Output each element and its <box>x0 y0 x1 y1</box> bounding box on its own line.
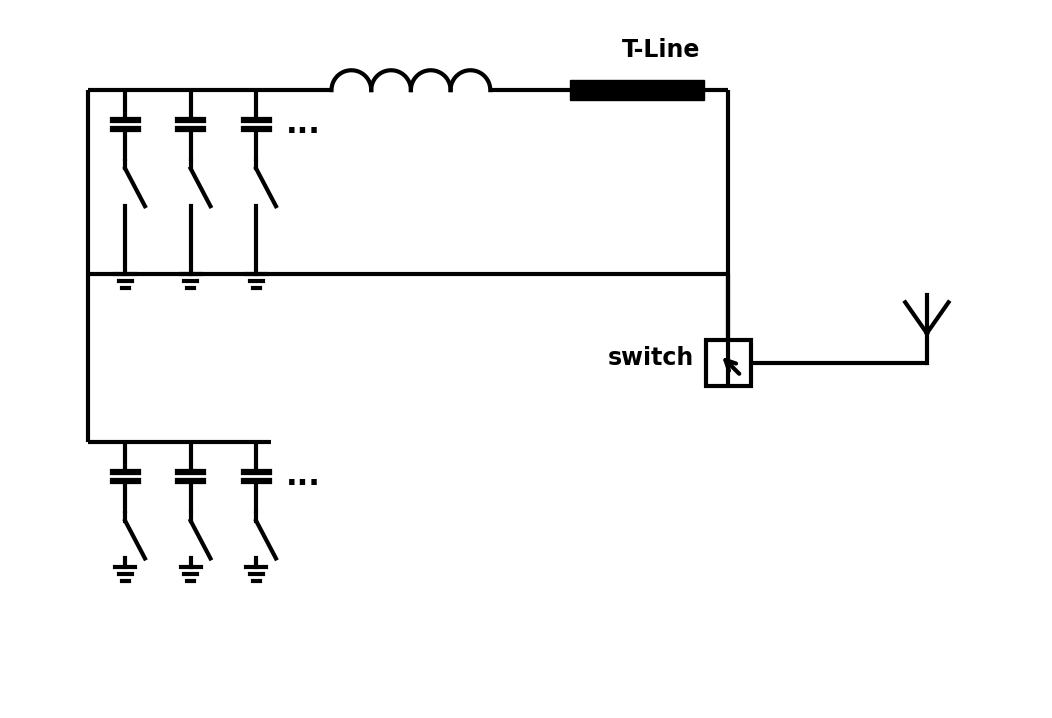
Bar <box>570 80 704 100</box>
Bar <box>706 340 751 386</box>
Text: ...: ... <box>286 462 321 491</box>
Text: switch: switch <box>607 346 693 370</box>
Text: ...: ... <box>286 110 321 139</box>
Text: T-Line: T-Line <box>622 38 701 62</box>
